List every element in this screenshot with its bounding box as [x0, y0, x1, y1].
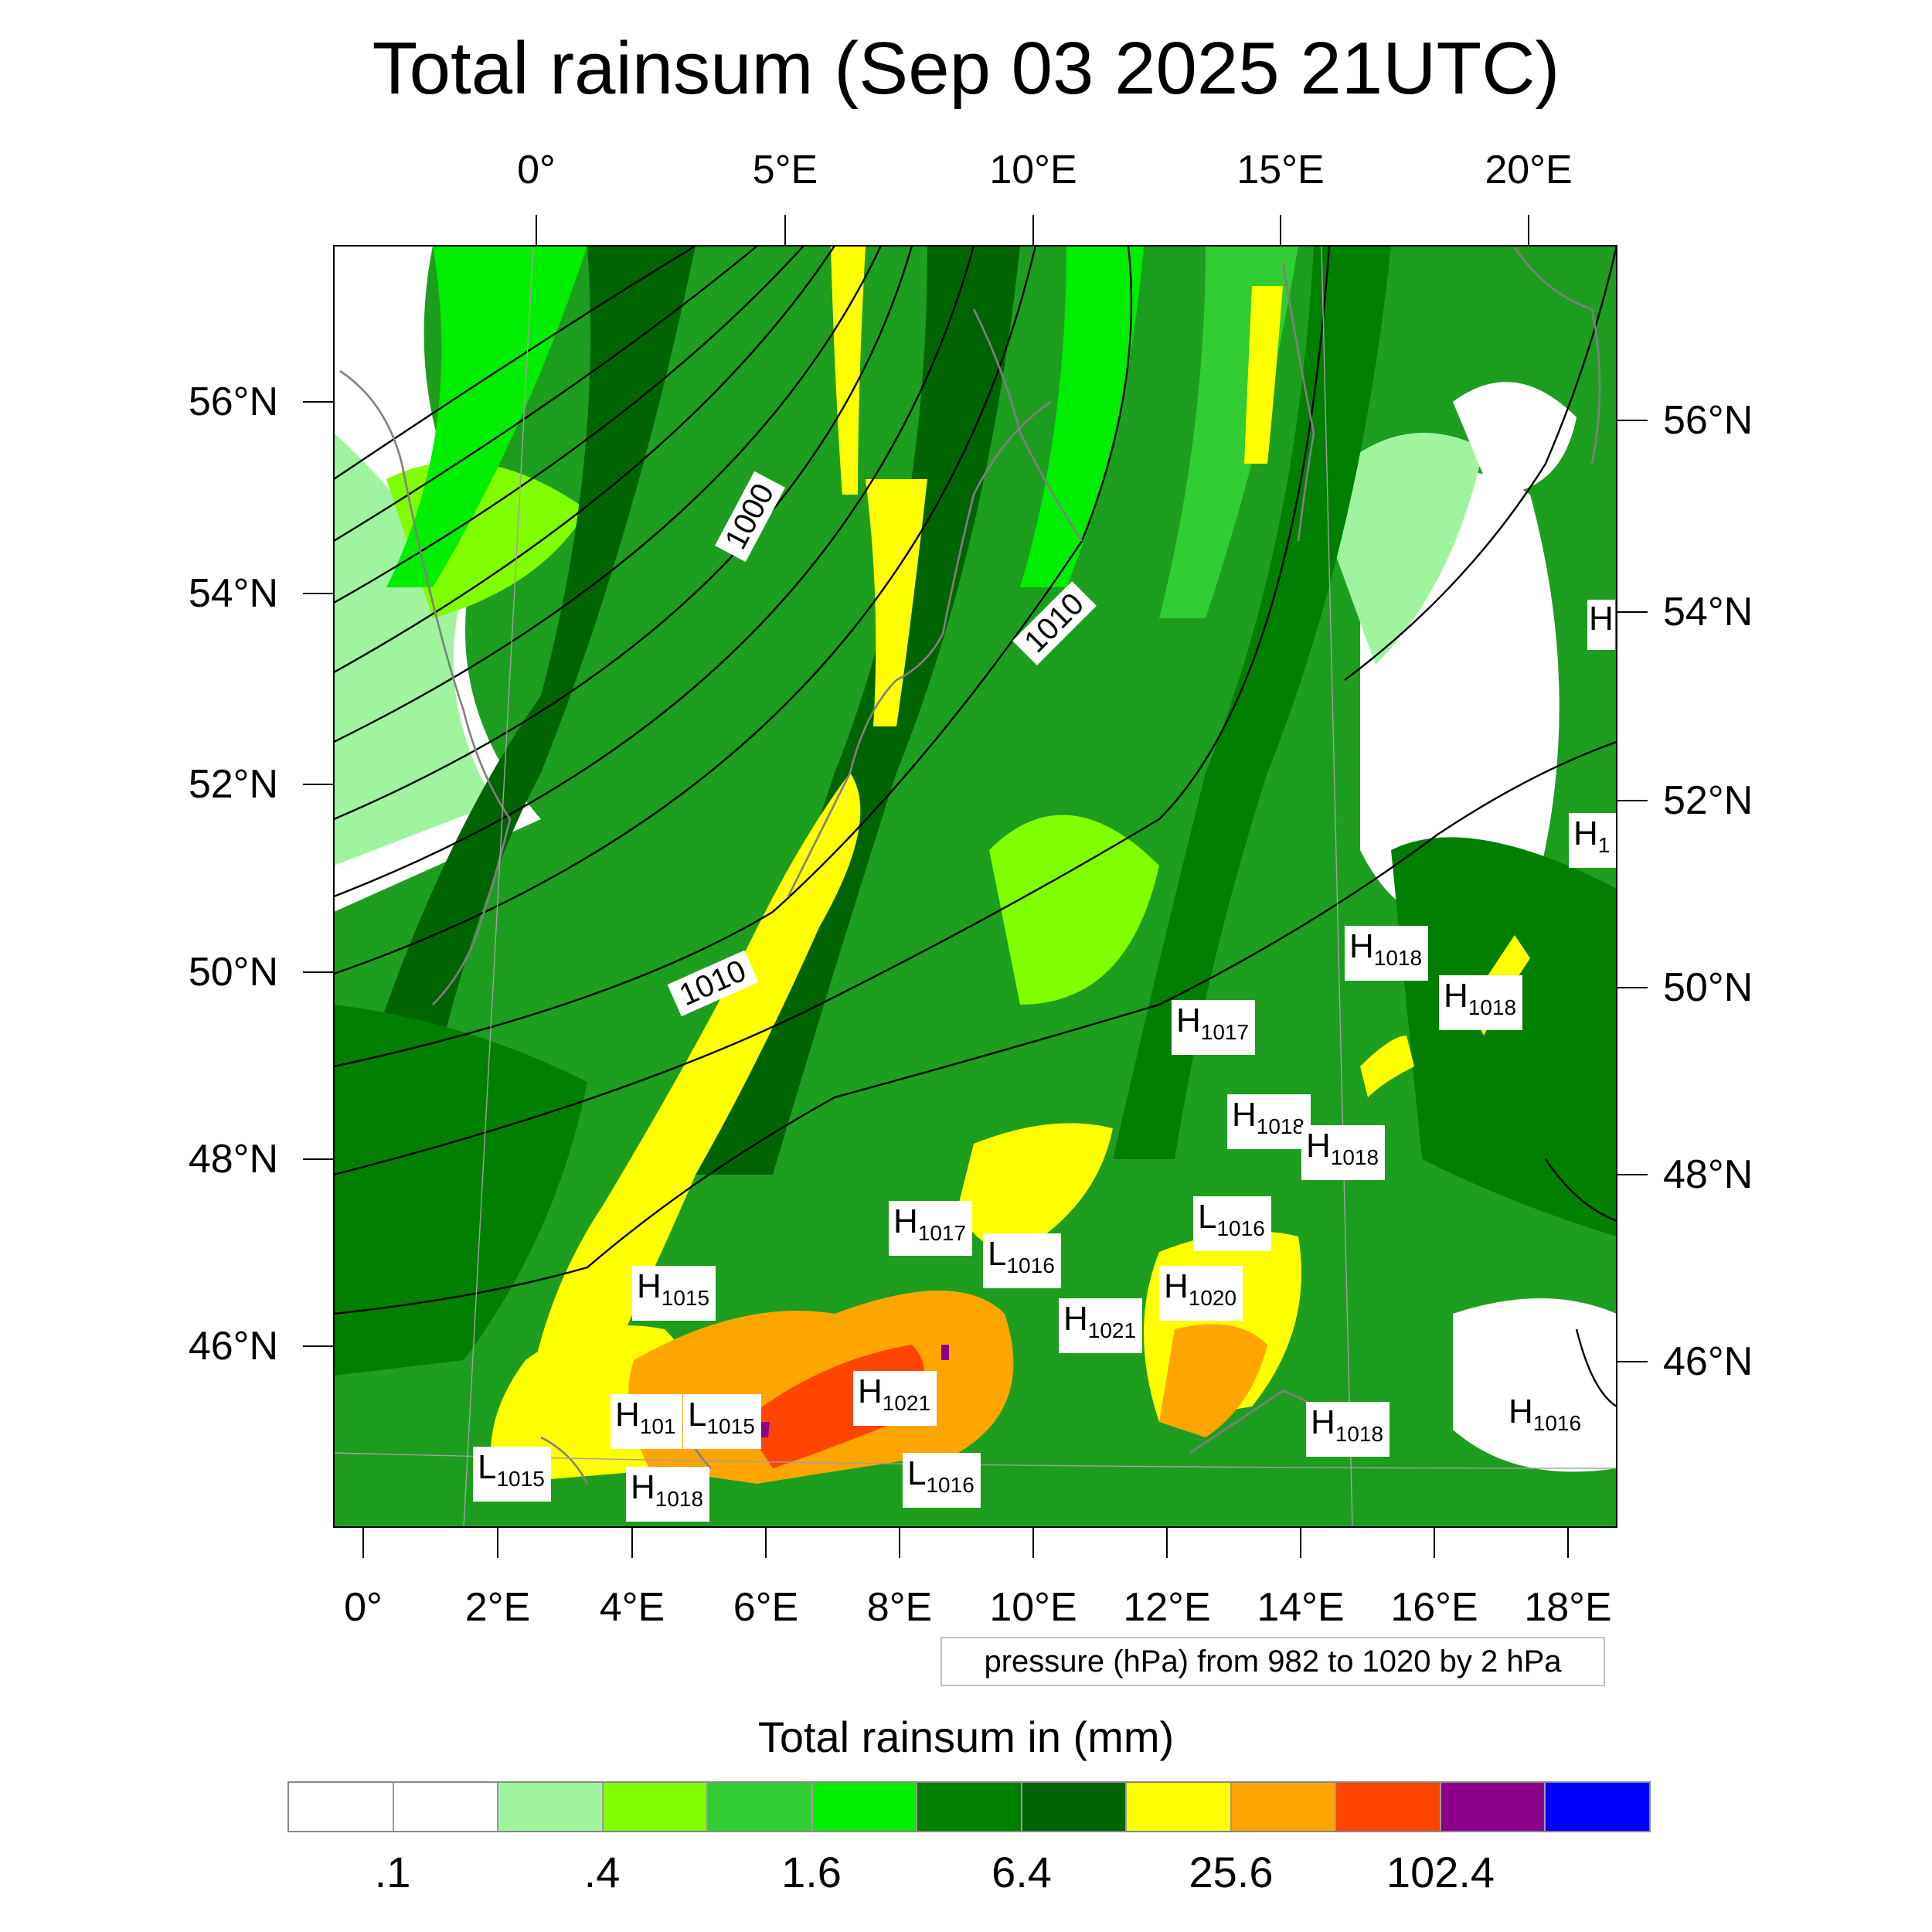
left-lat-label: 46°N	[188, 1324, 278, 1369]
legend-label: 102.4	[1386, 1848, 1495, 1896]
bottom-lon-label: 12°E	[1123, 1585, 1211, 1630]
pressure-center-label: H1017	[889, 1201, 973, 1256]
bottom-lon-label: 2°E	[464, 1585, 531, 1630]
top-lon-label: 10°E	[989, 148, 1077, 192]
left-lat-label: 52°N	[188, 762, 278, 807]
light-area-west	[334, 433, 495, 866]
bottom-lon-label: 6°E	[733, 1585, 799, 1630]
top-lon-label: 15°E	[1236, 148, 1325, 192]
top-ticks	[536, 215, 1529, 246]
legend-swatch	[1127, 1783, 1232, 1831]
pressure-center-label: H1018	[1345, 926, 1429, 981]
right-lat-label: 56°N	[1663, 398, 1753, 443]
bottom-lon-label: 4°E	[599, 1585, 665, 1630]
pressure-center-label: H	[1587, 600, 1615, 650]
light-area-mid	[989, 815, 1159, 1005]
yellow-band-central	[866, 479, 927, 726]
legend-swatch	[708, 1783, 813, 1831]
legend-title: Total rainsum in (mm)	[757, 1713, 1175, 1761]
yellow-streak-east-2	[1360, 1036, 1414, 1097]
legend-swatch	[1022, 1783, 1128, 1831]
legend-swatch	[917, 1783, 1022, 1831]
yellow-band-ne	[1244, 286, 1283, 464]
left-lat-label: 50°N	[188, 950, 278, 995]
bottom-lon-label: 0°	[344, 1585, 383, 1630]
map-title: Total rainsum (Sep 03 2025 21UTC)	[372, 27, 1560, 110]
top-lon-label: 0°	[517, 148, 556, 192]
light-area-east	[1314, 433, 1484, 665]
left-lat-label: 56°N	[188, 379, 278, 424]
pressure-center-label: H1	[1569, 813, 1617, 868]
legend-label: 6.4	[992, 1848, 1052, 1896]
legend-swatch	[498, 1783, 604, 1831]
dark-band-1	[355, 246, 696, 1097]
left-ticks	[303, 401, 334, 1347]
bottom-lon-label: 10°E	[989, 1585, 1077, 1630]
left-lat-label: 48°N	[188, 1137, 278, 1182]
bottom-lon-label: 16°E	[1390, 1585, 1478, 1630]
pressure-center-label: L1016	[983, 1233, 1061, 1288]
green-band-2	[1020, 246, 1144, 587]
coastlines	[339, 247, 1601, 1485]
yellow-band-north	[831, 246, 866, 495]
legend-label: .4	[583, 1848, 621, 1896]
pressure-center-label: H1017	[1172, 1000, 1256, 1055]
legend-swatch	[393, 1783, 499, 1831]
pressure-center-label: L1016	[1193, 1196, 1271, 1251]
left-lat-label: 54°N	[188, 571, 278, 616]
right-lat-label: 50°N	[1663, 965, 1753, 1010]
bottom-lon-label: 8°E	[866, 1585, 933, 1630]
top-lon-label: 5°E	[752, 148, 818, 192]
pressure-center-label: H1018	[626, 1467, 710, 1522]
legend-swatch	[603, 1783, 709, 1831]
right-lat-label: 52°N	[1663, 778, 1753, 823]
green-band-1	[386, 246, 587, 587]
dry-area-north-east	[1453, 382, 1577, 495]
legend-swatch	[1440, 1783, 1546, 1831]
legend-swatch	[1546, 1783, 1649, 1831]
pressure-center-label: L1015	[683, 1394, 761, 1449]
right-lat-label: 48°N	[1663, 1152, 1753, 1197]
legend-swatch	[289, 1783, 394, 1831]
right-ticks	[1617, 420, 1648, 1362]
bottom-lon-label: 14°E	[1257, 1585, 1345, 1630]
legend-swatch	[1231, 1783, 1337, 1831]
orange-area-2	[1159, 1324, 1267, 1437]
pressure-center-label: H1015	[632, 1266, 716, 1321]
pressure-center-label: H1018	[1301, 1125, 1386, 1180]
right-lat-label: 46°N	[1663, 1339, 1753, 1384]
pressure-center-label: H101	[611, 1394, 682, 1449]
dark-band-2	[696, 246, 1020, 1175]
pressure-center-label: H1018	[1227, 1094, 1311, 1149]
legend-swatch	[812, 1783, 918, 1831]
yellow-band-south	[526, 773, 861, 1414]
bottom-lon-label: 18°E	[1524, 1585, 1612, 1630]
legend-label: .1	[374, 1848, 411, 1896]
dark-band-4	[334, 1005, 587, 1376]
legend-label: 25.6	[1189, 1848, 1274, 1896]
pressure-center-label: H1021	[1059, 1298, 1143, 1353]
bottom-ticks	[362, 1527, 1569, 1558]
map-frame	[333, 245, 1617, 1528]
dark-band-5	[1391, 837, 1617, 1236]
color-legend-bar	[287, 1781, 1651, 1832]
yellow-area-se	[958, 1123, 1113, 1252]
purple-area-2	[941, 1345, 949, 1360]
right-lat-label: 54°N	[1663, 590, 1753, 634]
pressure-center-label: H1020	[1159, 1266, 1243, 1321]
legend-label: 1.6	[781, 1848, 842, 1896]
dark-band-3	[1113, 246, 1391, 1159]
pressure-center-label: H1016	[1504, 1391, 1588, 1446]
pressure-center-label: H1018	[1439, 975, 1523, 1030]
pressure-center-label: L1015	[473, 1447, 551, 1502]
pressure-center-label: L1016	[903, 1453, 981, 1508]
pressure-info-box: pressure (hPa) from 982 to 1020 by 2 hPa	[940, 1637, 1605, 1686]
isobars	[334, 246, 1617, 1408]
pressure-center-label: H1018	[1306, 1402, 1390, 1457]
legend-swatch	[1336, 1783, 1441, 1831]
pressure-center-label: H1021	[853, 1371, 937, 1426]
top-lon-label: 20°E	[1485, 148, 1573, 192]
